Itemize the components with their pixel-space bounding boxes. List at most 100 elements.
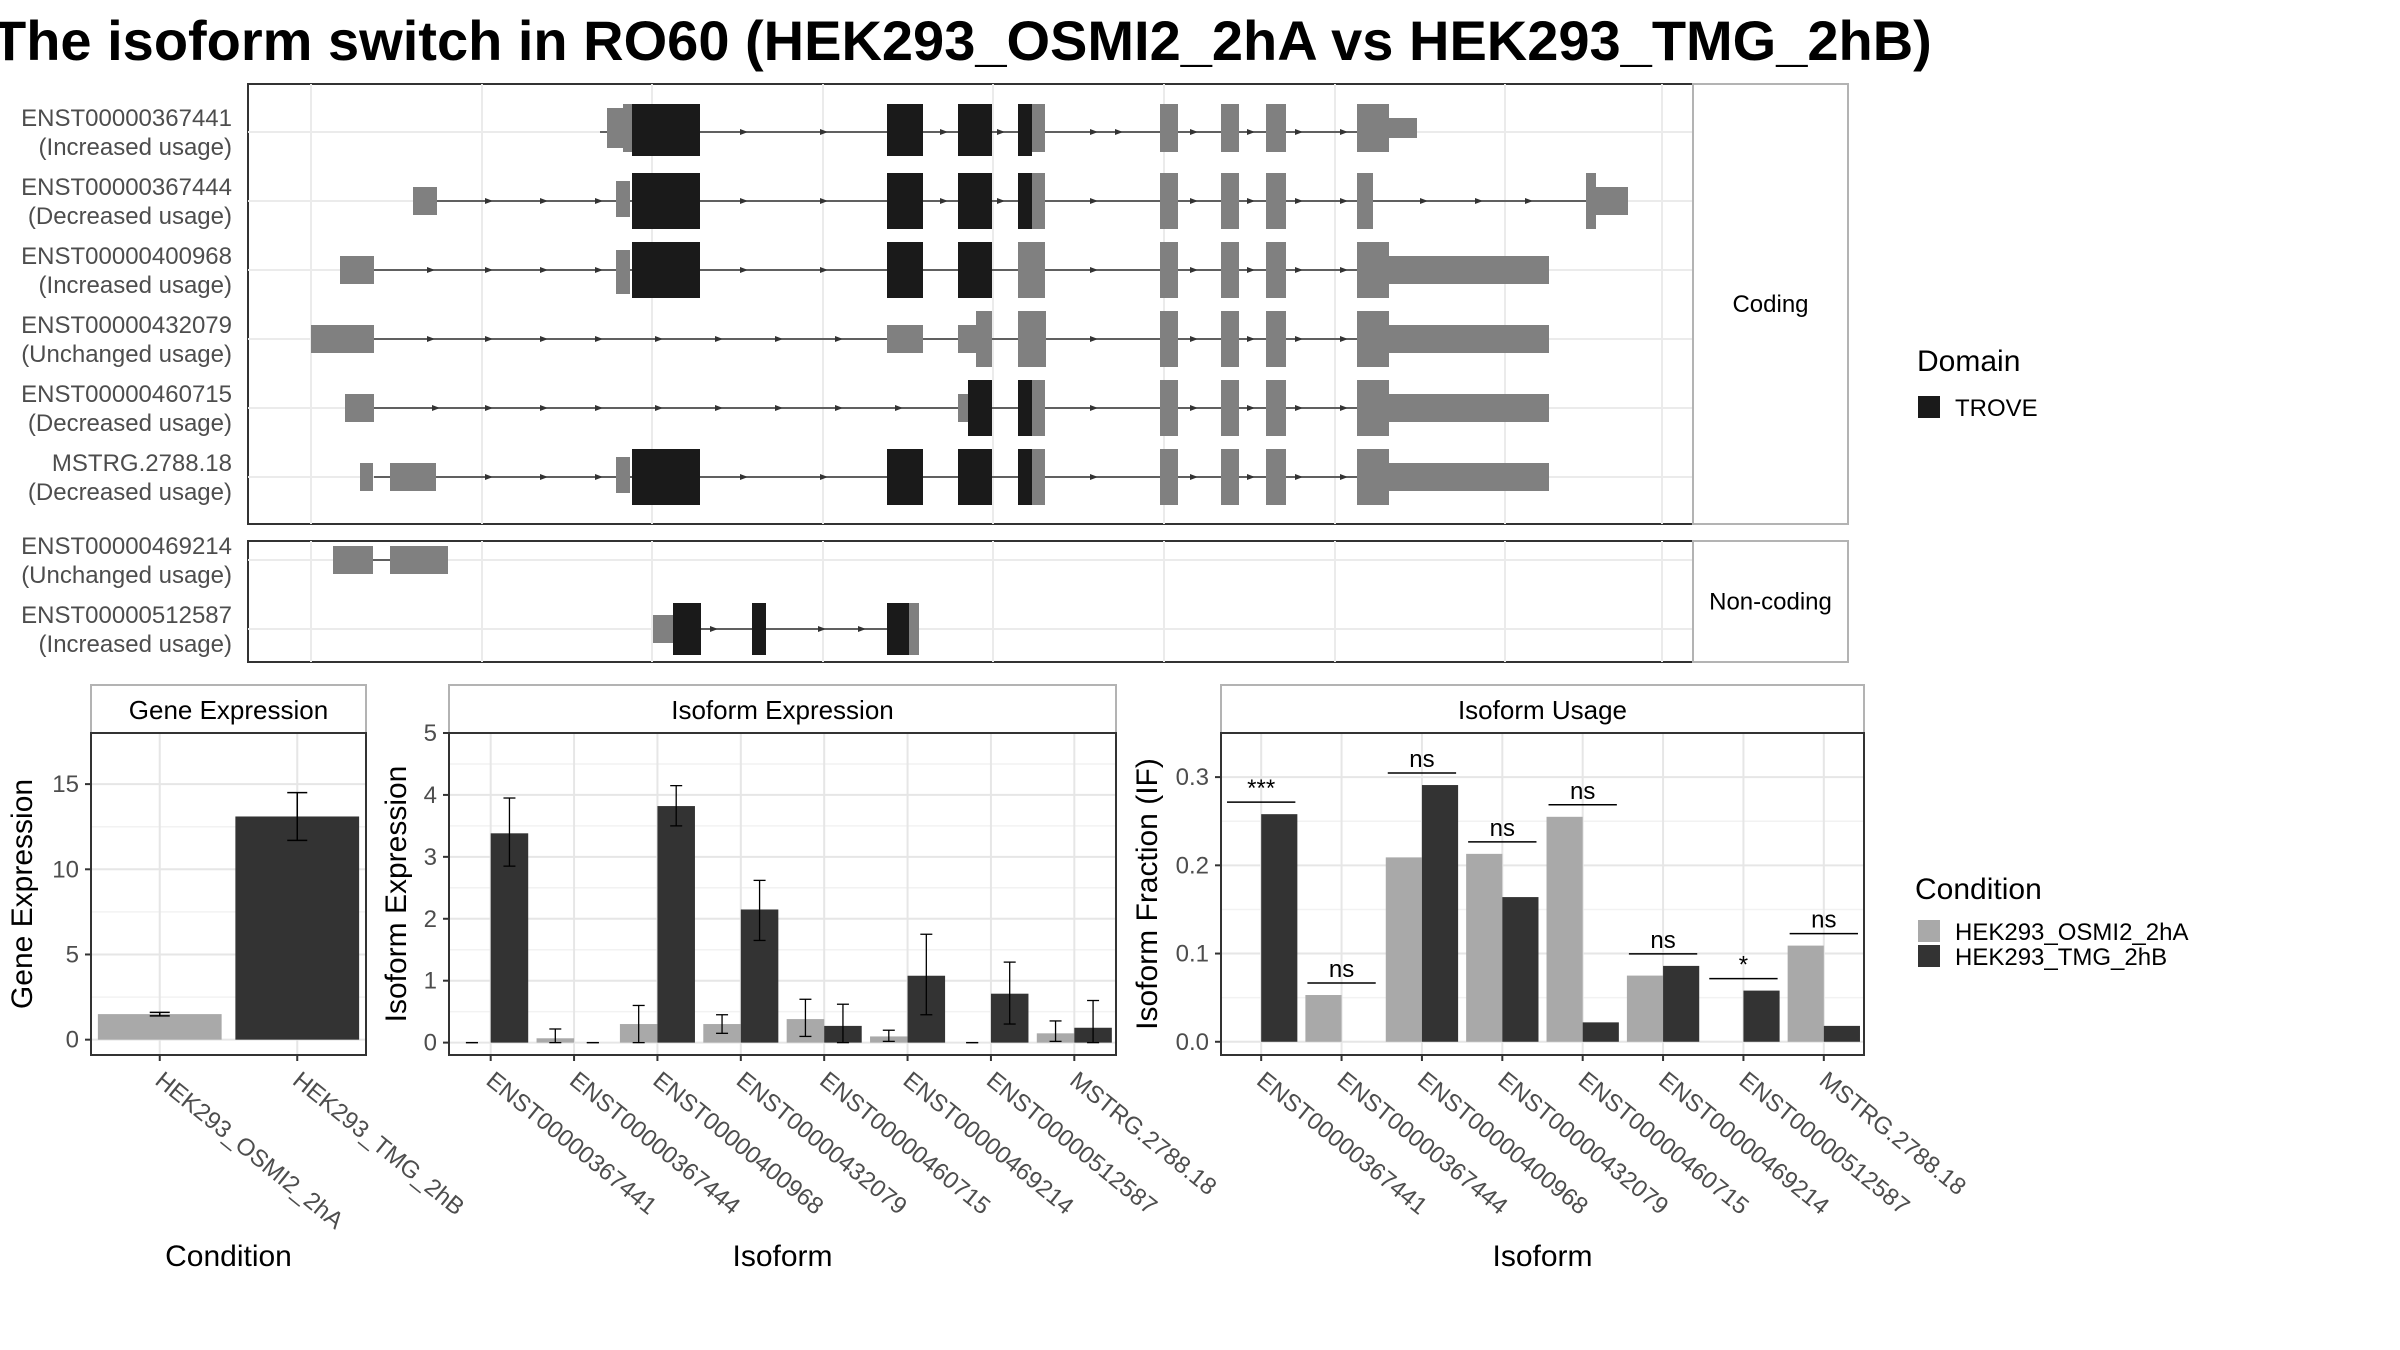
x-axis-label: Isoform (732, 1240, 832, 1273)
strand-arrow (1190, 267, 1198, 273)
exon (1357, 242, 1389, 298)
strand-arrow (1090, 405, 1098, 411)
exon (1018, 311, 1046, 367)
strand-arrow (540, 405, 548, 411)
strand-arrow (1090, 336, 1098, 342)
exon (311, 325, 374, 353)
legend-item: TROVE (1955, 395, 2038, 422)
bar (657, 806, 695, 1043)
strand-arrow (655, 405, 663, 411)
y-tick-label: 5 (424, 720, 437, 747)
chart-title: Isoform Usage (1458, 695, 1627, 725)
domain-exon (887, 173, 923, 229)
strand-arrow (485, 474, 493, 480)
exon (1586, 173, 1596, 229)
transcript-label: ENST00000432079 (21, 312, 232, 339)
bar (1546, 816, 1583, 1042)
transcript-label: ENST00000400968 (21, 243, 232, 270)
strand-arrow (740, 129, 748, 135)
domain-exon (632, 242, 700, 298)
strand-arrow (820, 129, 828, 135)
y-tick-label: 1 (424, 968, 437, 995)
transcript-usage-label: (Decreased usage) (28, 479, 232, 506)
exon (1018, 242, 1032, 298)
exon (1389, 256, 1549, 284)
strand-arrow (1295, 474, 1303, 480)
transcript-enst00000512587: ENST00000512587(Increased usage) (21, 602, 919, 658)
transcript-usage-label: (Increased usage) (39, 631, 232, 658)
strand-arrow (595, 336, 603, 342)
significance-label: ns (1490, 815, 1515, 842)
structure-panel-non-coding: Non-coding ENST00000469214(Unchanged usag… (21, 533, 1849, 663)
exon (1596, 187, 1628, 215)
transcript-label: ENST00000469214 (21, 533, 232, 560)
x-axis-label: Condition (165, 1240, 292, 1273)
exon (413, 187, 437, 215)
strand-arrow (540, 474, 548, 480)
exon (1031, 104, 1045, 152)
bar (97, 1014, 222, 1040)
strand-arrow (997, 129, 1005, 135)
strand-arrow (858, 626, 866, 632)
exon (1160, 173, 1178, 229)
exon (1221, 380, 1239, 436)
strand-arrow (740, 198, 748, 204)
facet-strip (448, 684, 1117, 734)
transcript-usage-label: (Unchanged usage) (21, 341, 232, 368)
strand-arrow (1340, 129, 1348, 135)
bar (1385, 857, 1422, 1042)
facet-strip (90, 684, 367, 734)
strand-arrow (595, 474, 603, 480)
transcript-usage-label: (Decreased usage) (28, 410, 232, 437)
strand-arrow (1247, 129, 1255, 135)
exon (1266, 449, 1286, 505)
significance-label: ns (1409, 746, 1434, 773)
exon (616, 181, 630, 217)
strand-arrow (820, 198, 828, 204)
exon (1160, 104, 1178, 152)
strand-arrow (895, 405, 903, 411)
exon (1160, 449, 1178, 505)
y-tick-label: 3 (424, 844, 437, 871)
domain-exon (968, 380, 992, 436)
strand-arrow (540, 336, 548, 342)
transcript-label: ENST00000367441 (21, 105, 232, 132)
strand-arrow (485, 336, 493, 342)
facet-strip (1692, 83, 1849, 525)
strand-arrow (1295, 198, 1303, 204)
y-axis-label: Gene Expression (6, 779, 39, 1009)
exon (1221, 104, 1239, 152)
transcript-label: ENST00000460715 (21, 381, 232, 408)
strand-arrow (485, 267, 493, 273)
strand-arrow (1190, 474, 1198, 480)
domain-exon (1018, 173, 1032, 229)
chart-title: The isoform switch in RO60 (HEK293_OSMI2… (0, 9, 1932, 72)
bar (1502, 897, 1539, 1042)
transcript-enst00000367441: ENST00000367441(Increased usage) (21, 104, 1417, 161)
strand-arrow (540, 267, 548, 273)
exon (1221, 173, 1239, 229)
chart-isoform-usage: Isoform Usage 0.0 0.1 0.2 0.3 *** ns ns ns ns ns * n… (1131, 684, 1971, 1273)
exon (616, 250, 630, 294)
y-tick-label: 0 (424, 1030, 437, 1057)
exon (360, 463, 373, 491)
exon (1266, 104, 1286, 152)
strand-arrow (715, 405, 723, 411)
bar (490, 833, 529, 1043)
strand-arrow (1295, 405, 1303, 411)
strand-arrow (1295, 336, 1303, 342)
exon (1266, 242, 1286, 298)
facet-label: Coding (1732, 291, 1808, 318)
significance-label: ns (1329, 956, 1354, 983)
facet-strip (1220, 684, 1865, 734)
exon (1221, 449, 1239, 505)
bar (1466, 853, 1503, 1042)
bar (1582, 1022, 1619, 1042)
strand-arrow (485, 198, 493, 204)
strand-arrow (1090, 198, 1098, 204)
strand-arrow (595, 267, 603, 273)
plot-border (90, 732, 367, 1056)
legend-swatch (1918, 396, 1940, 418)
